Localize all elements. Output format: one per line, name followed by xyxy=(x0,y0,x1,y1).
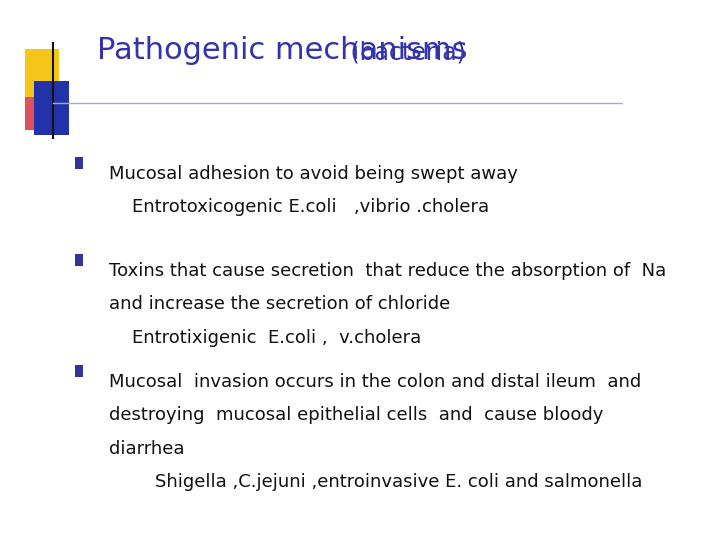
FancyBboxPatch shape xyxy=(75,254,83,266)
Text: and increase the secretion of chloride: and increase the secretion of chloride xyxy=(109,295,450,313)
Text: destroying  mucosal epithelial cells  and  cause bloody: destroying mucosal epithelial cells and … xyxy=(109,406,603,424)
Text: Entrotoxicogenic E.coli   ,vibrio .cholera: Entrotoxicogenic E.coli ,vibrio .cholera xyxy=(109,198,489,216)
Text: Mucosal  invasion occurs in the colon and distal ileum  and: Mucosal invasion occurs in the colon and… xyxy=(109,373,642,390)
Text: Mucosal adhesion to avoid being swept away: Mucosal adhesion to avoid being swept aw… xyxy=(109,165,518,183)
Text: Shigella ,C.jejuni ,entroinvasive E. coli and salmonella: Shigella ,C.jejuni ,entroinvasive E. col… xyxy=(109,473,642,491)
Text: diarrhea: diarrhea xyxy=(109,440,184,457)
FancyBboxPatch shape xyxy=(35,81,68,135)
FancyBboxPatch shape xyxy=(25,97,59,130)
FancyBboxPatch shape xyxy=(75,157,83,169)
FancyBboxPatch shape xyxy=(25,49,59,103)
Text: Pathogenic mechanisms: Pathogenic mechanisms xyxy=(96,36,467,65)
FancyBboxPatch shape xyxy=(75,365,83,377)
Text: Entrotixigenic  E.coli ,  v.cholera: Entrotixigenic E.coli , v.cholera xyxy=(109,329,421,347)
Text: Toxins that cause secretion  that reduce the absorption of  Na: Toxins that cause secretion that reduce … xyxy=(109,262,666,280)
Text: (bacteria): (bacteria) xyxy=(343,41,465,65)
